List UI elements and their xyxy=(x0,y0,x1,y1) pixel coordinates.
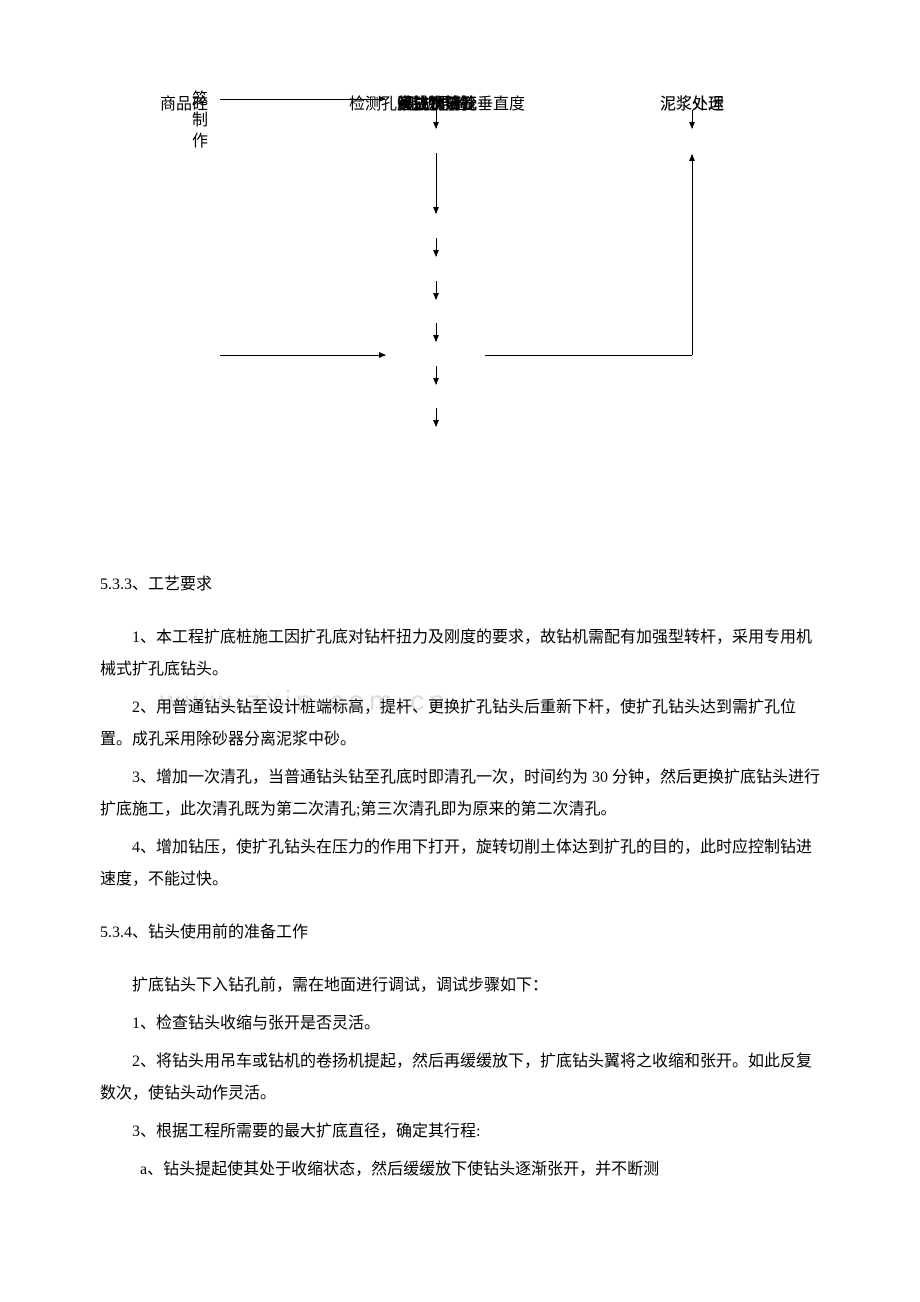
arrow-down xyxy=(436,408,437,426)
arrow-down xyxy=(692,110,693,128)
flow-node-center-8: 钻机移位 xyxy=(405,90,469,114)
section-header-533: 5.3.3、工艺要求 xyxy=(100,570,820,594)
arrow-down xyxy=(436,238,437,256)
arrow-down xyxy=(436,323,437,341)
vchar: 作 xyxy=(192,132,208,153)
paragraph: 3、根据工程所需要的最大扩底直径，确定其行程: xyxy=(100,1116,820,1148)
flowchart-container: 笼 制 作 安放钢筋笼 泥浆处理 检测孔径，孔深，垂直度 泥浆外运 安放钢筋笼 … xyxy=(100,90,820,540)
section-header-534: 5.3.4、钻头使用前的准备工作 xyxy=(100,918,820,942)
paragraph: 1、本工程扩底桩施工因扩孔底对钻杆扭力及刚度的要求，故钻机需配有加强型转杆，采用… xyxy=(100,622,820,686)
flow-node-left-bottom: 商品砼 xyxy=(160,90,208,114)
paragraph: 扩底钻头下入钻孔前，需在地面进行调试，调试步骤如下： xyxy=(100,970,820,1002)
line-horizontal xyxy=(485,355,692,356)
arrow-up xyxy=(692,155,693,355)
arrow-down xyxy=(436,110,437,128)
arrow-down xyxy=(436,366,437,384)
paragraph: 2、用普通钻头钻至设计桩端标高，提杆、更换扩孔钻头后重新下杆，使扩孔钻头达到需扩… xyxy=(100,692,820,756)
paragraph: 4、增加钻压，使扩孔钻头在压力的作用下打开，旋转切削土体达到扩孔的目的，此时应控… xyxy=(100,832,820,896)
paragraph: 1、检查钻头收缩与张开是否灵活。 xyxy=(100,1008,820,1040)
arrow-right xyxy=(220,355,385,356)
arrow-down xyxy=(436,281,437,299)
paragraph: 2、将钻头用吊车或钻机的卷扬机提起，然后再缓缓放下，扩底钻头翼将之收缩和张开。如… xyxy=(100,1046,820,1110)
arrow-right xyxy=(220,99,385,100)
paragraph: 3、增加一次清孔，当普通钻头钻至孔底时即清孔一次，时间约为 30 分钟，然后更换… xyxy=(100,762,820,826)
paragraph-sub: a、钻头提起使其处于收缩状态，然后缓缓放下使钻头逐渐张开，并不断测 xyxy=(100,1154,820,1186)
arrow-down xyxy=(436,153,437,213)
